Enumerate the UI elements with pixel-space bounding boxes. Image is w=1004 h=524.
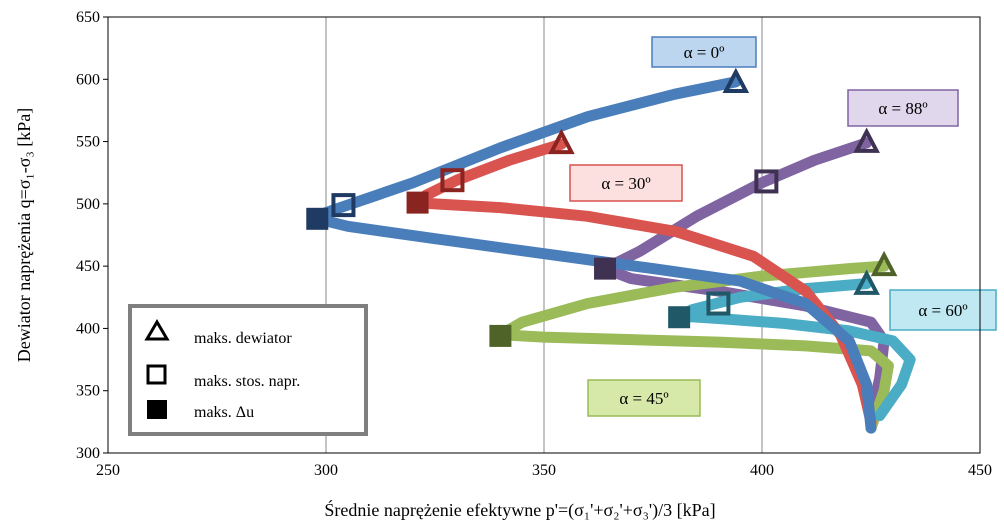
series-label-box-2 [587,379,701,417]
x-tick-label: 250 [96,462,120,479]
marker-max-deviator-3 [853,269,880,295]
legend-triangle-icon [144,319,170,341]
x-tick-label: 300 [314,462,338,479]
y-tick-label: 650 [76,9,100,26]
marker-max-deviator-2 [870,250,898,277]
y-tick-label: 500 [76,196,100,213]
y-tick-label: 550 [76,134,100,151]
x-axis-label: Średnie naprężenie efektywne p'=(σ₁'+σ₂'… [324,499,715,521]
series-label-4: α = 88º [878,99,927,118]
y-tick-label: 600 [76,71,100,88]
y-tick-label: 350 [76,383,100,400]
marker-layer [306,67,898,347]
marker-max-deviator-1 [548,128,575,155]
legend-box [128,304,368,436]
series-label-box-1 [569,164,683,202]
legend-square-filled-icon [147,400,167,419]
series-label-box-4 [847,89,959,127]
x-tick-label: 350 [532,462,556,479]
x-tick-label: 450 [968,462,992,479]
marker-max-stress-ratio-1 [440,168,465,193]
marker-max-du-0 [306,207,329,230]
plot-frame [107,16,981,454]
series-layer [311,76,916,434]
marker-max-du-1 [406,191,429,214]
y-axis-label: Dewiator naprężenia q=σ₁-σ₃ [kPa] [14,108,34,363]
legend: maks. dewiator maks. stos. napr. maks. Δ… [128,304,368,436]
series-label-box-3 [889,289,997,331]
legend-item-max-stress-ratio: maks. stos. napr. [194,373,300,390]
series-label-2: α = 45º [619,389,668,408]
series-label-3: α = 60º [918,301,967,320]
marker-max-stress-ratio-3 [706,291,731,316]
series-labels: α = 0º α = 30º α = 45º α = 60º α = 88º [569,36,997,417]
series-line-3 [673,278,916,422]
y-tick-label: 300 [76,445,100,462]
marker-max-du-4 [594,257,617,280]
marker-max-stress-ratio-0 [331,193,356,218]
y-tick-label: 450 [76,258,100,275]
marker-max-stress-ratio-4 [754,169,779,194]
x-tick-label: 400 [750,462,774,479]
legend-item-max-du: maks. Δu [194,404,254,421]
legend-item-max-deviator: maks. dewiator [194,330,292,347]
marker-max-deviator-0 [722,67,750,94]
marker-max-du-3 [668,306,691,329]
marker-max-du-2 [489,324,512,347]
series-line-0 [311,76,877,434]
marker-max-deviator-4 [853,127,880,153]
series-label-0: α = 0º [684,43,725,62]
series-label-box-0 [651,36,757,68]
legend-square-open-icon [146,364,167,385]
series-label-1: α = 30º [601,174,650,193]
y-tick-label: 400 [76,320,100,337]
